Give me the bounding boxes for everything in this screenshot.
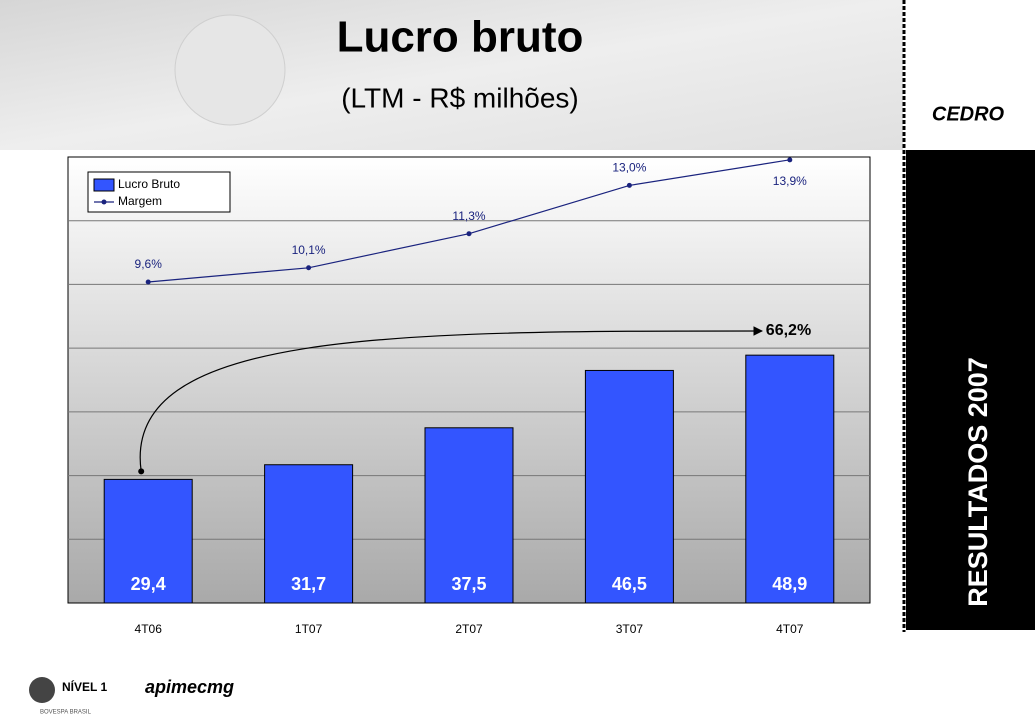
line-point <box>627 183 632 188</box>
legend-label: Lucro Bruto <box>118 177 180 191</box>
chart-subtitle: (LTM - R$ milhões) <box>341 82 579 113</box>
slide: CEDRO RESULTADOS 2007 Lucro bruto (LTM -… <box>0 0 1035 722</box>
x-tick-label: 4T07 <box>776 622 804 636</box>
bar <box>746 355 834 603</box>
bar-label: 29,4 <box>131 574 166 594</box>
x-tick-label: 1T07 <box>295 622 323 636</box>
footer-level: NÍVEL 1 <box>62 679 107 694</box>
bar-label: 46,5 <box>612 574 647 594</box>
x-tick-label: 4T06 <box>135 622 163 636</box>
annotation: 66,2% <box>766 322 811 339</box>
line-label: 9,6% <box>135 257 163 271</box>
line-point <box>787 157 792 162</box>
legend-swatch-dot <box>102 200 107 205</box>
chart-title: Lucro bruto <box>337 13 584 62</box>
footer-bovespa: BOVESPA BRASIL <box>40 710 92 716</box>
bar-label: 37,5 <box>451 574 486 594</box>
x-tick-label: 3T07 <box>616 622 644 636</box>
line-point <box>467 231 472 236</box>
line-label: 13,9% <box>773 174 807 188</box>
line-label: 11,3% <box>452 209 485 223</box>
line-label: 10,1% <box>292 243 326 257</box>
legend-swatch <box>94 179 114 191</box>
footer-logo-mark <box>29 677 55 703</box>
logo: CEDRO <box>932 103 1005 125</box>
line-point <box>146 279 151 284</box>
legend-label: Margem <box>118 194 162 208</box>
line-point <box>306 265 311 270</box>
sidebar-title: RESULTADOS 2007 <box>963 357 993 607</box>
header-texture <box>175 15 285 125</box>
x-tick-label: 2T07 <box>455 622 483 636</box>
bar-label: 48,9 <box>772 574 807 594</box>
line-label: 13,0% <box>612 161 646 175</box>
bar-label: 31,7 <box>291 574 326 594</box>
annotation-dot <box>138 468 144 474</box>
footer-apimec: apimecmg <box>145 677 234 697</box>
bar <box>585 370 673 603</box>
